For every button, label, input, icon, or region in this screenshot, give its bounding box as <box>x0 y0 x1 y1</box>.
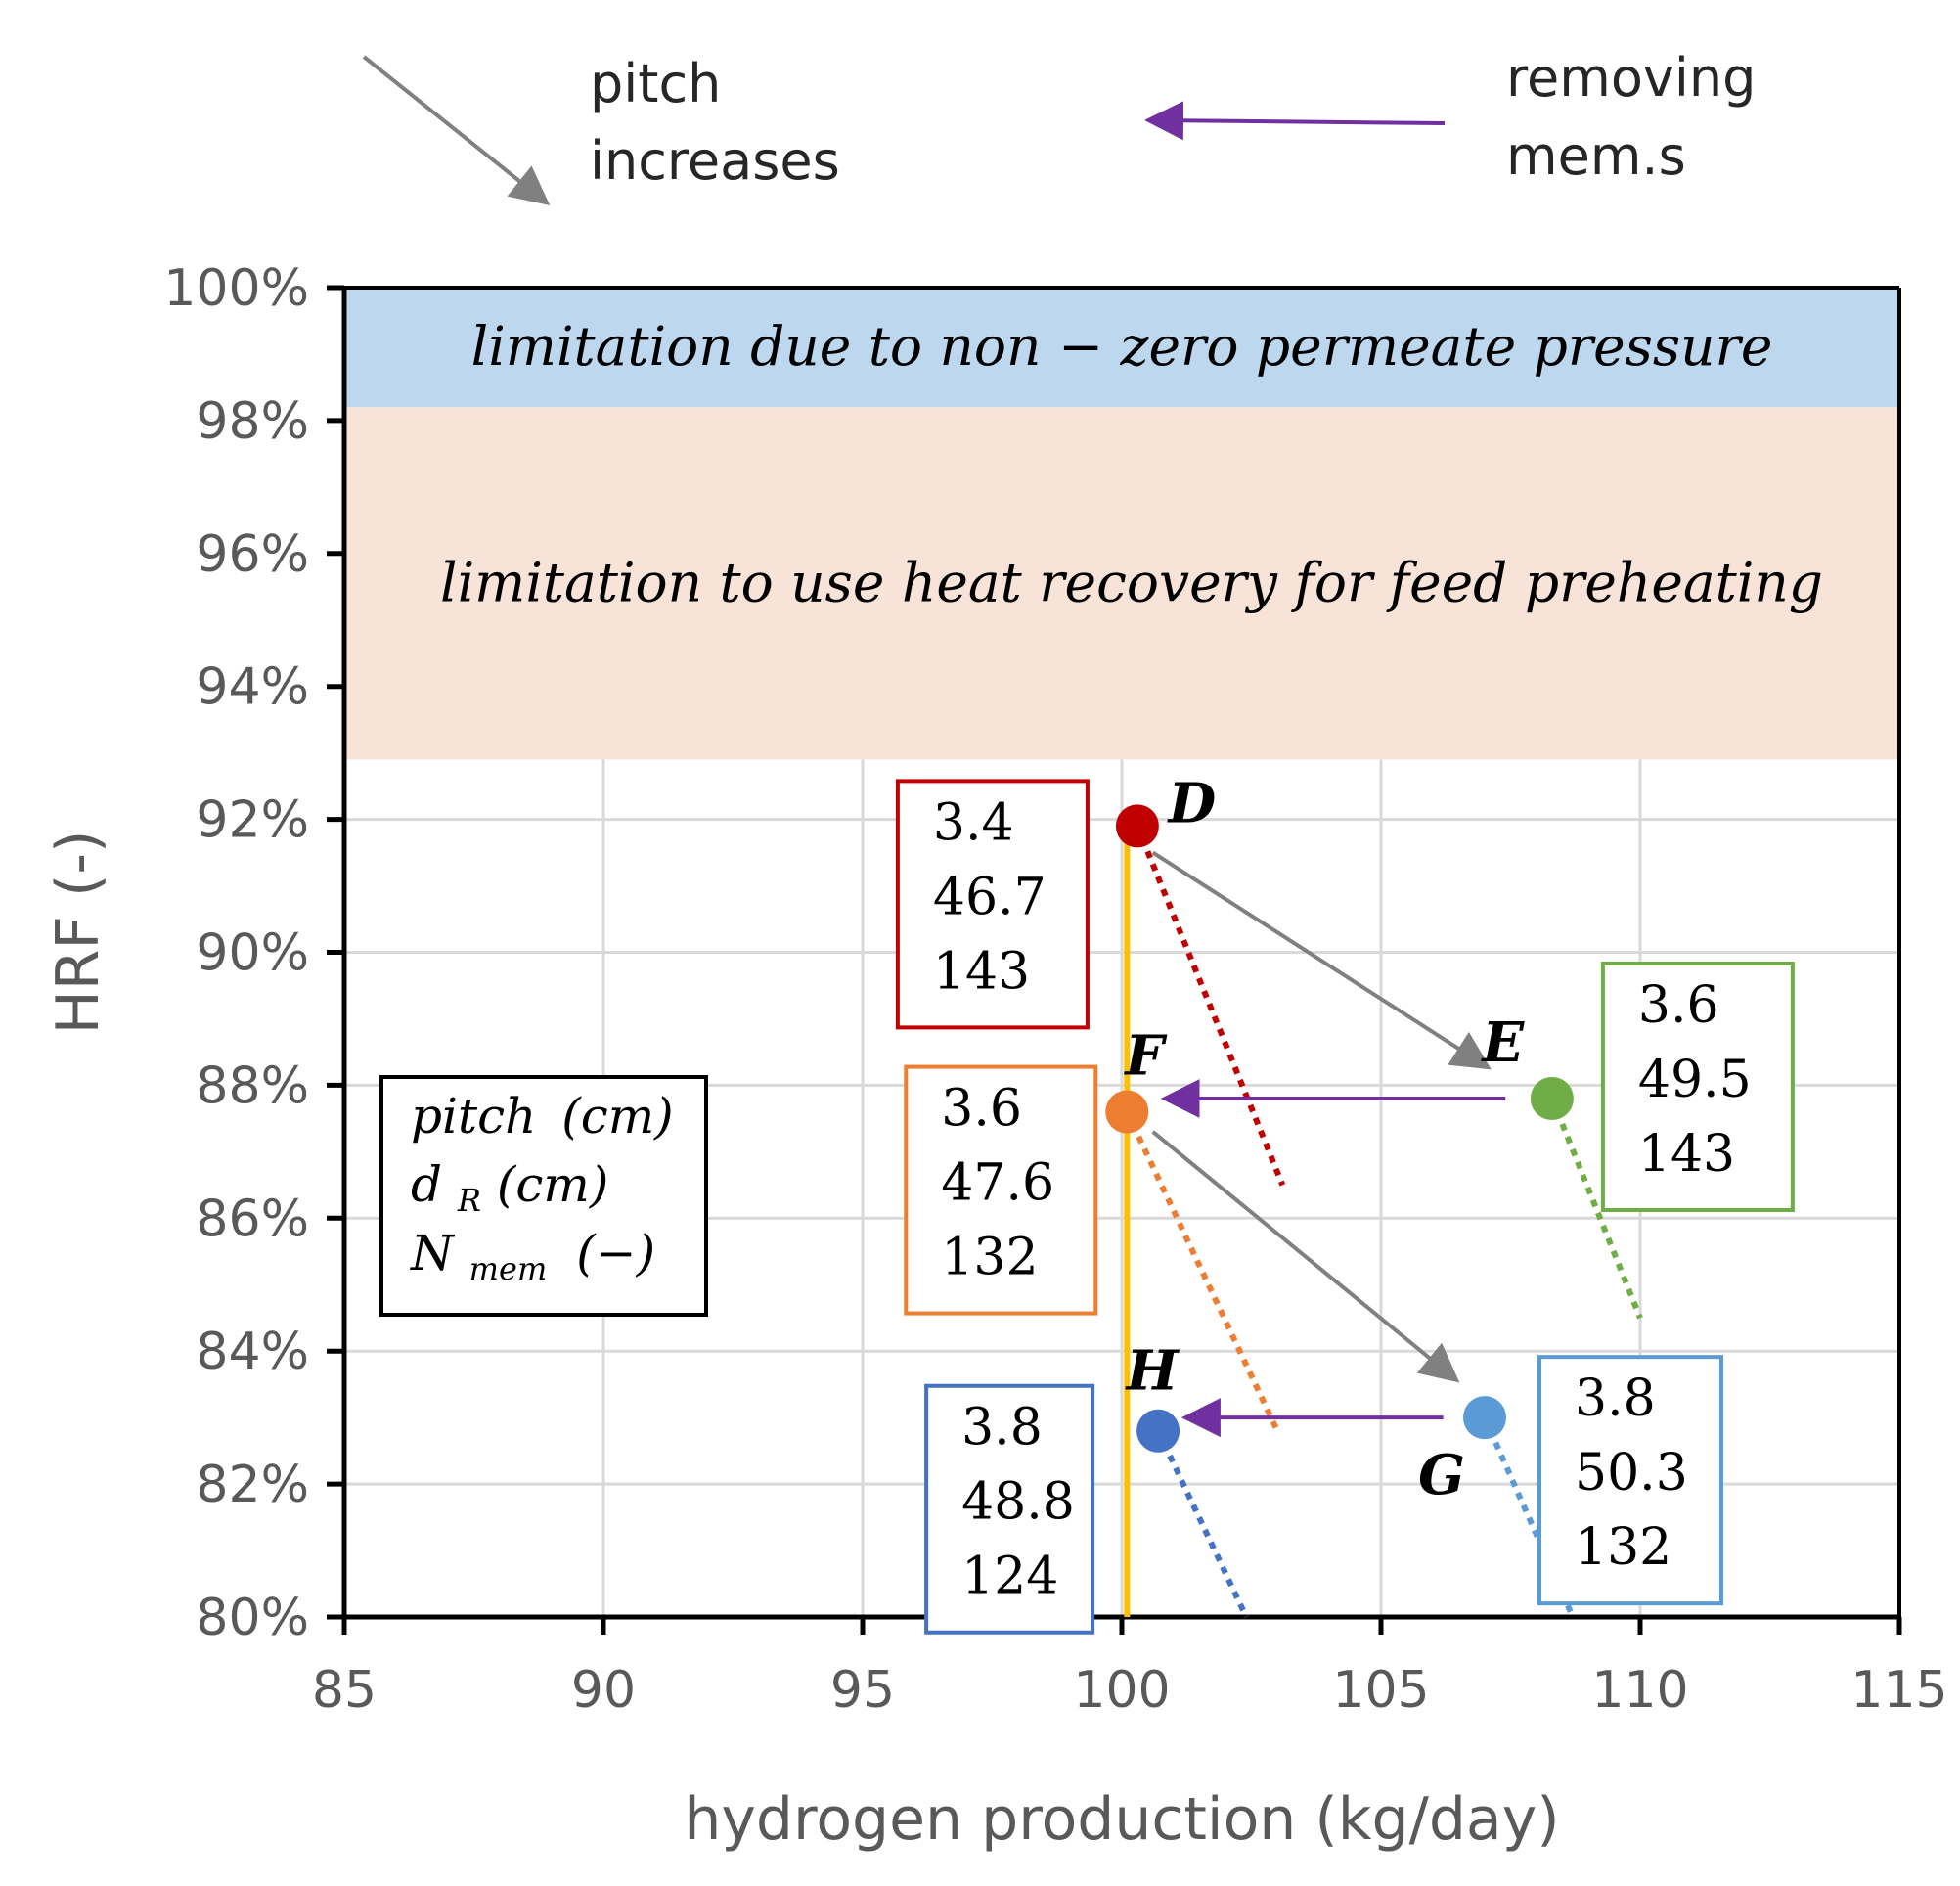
band-label-heat-recovery: limitation to use heat recovery for feed… <box>440 551 1823 613</box>
y-tick-label: 100% <box>163 259 309 318</box>
legend-dr-sub: R <box>457 1182 481 1219</box>
band-1 <box>344 407 1899 760</box>
point-label-G: G <box>1418 1443 1465 1507</box>
value-box-G-nmem: 132 <box>1575 1518 1671 1577</box>
legend-dr: d R (cm) <box>411 1156 608 1223</box>
point-label-H: H <box>1125 1339 1180 1404</box>
x-tick-label: 90 <box>571 1661 636 1720</box>
pitch-note-arrow <box>362 55 551 205</box>
value-box-D <box>895 779 1090 1030</box>
value-box-H-dr: 48.8 <box>961 1473 1075 1532</box>
band-0 <box>344 288 1899 408</box>
y-tick-label: 96% <box>196 525 309 584</box>
band-labels: limitation due to non − zero permeate pr… <box>440 315 1823 613</box>
removing-note-line2: mem.s <box>1506 125 1686 187</box>
legend-dr-label: d <box>411 1156 442 1213</box>
legend-nmem: N mem (−) <box>410 1225 655 1291</box>
pitch-note-line1: pitch <box>590 53 721 114</box>
value-box-D-dr: 46.7 <box>933 868 1047 926</box>
value-box-G-dr: 50.3 <box>1575 1444 1688 1503</box>
point-F <box>1105 1090 1149 1134</box>
tick-labels: 80% 82% 84% 86% 88% 90% 92% 94% 96% 98% 100% 85 90 95… <box>163 259 1947 1720</box>
value-box-E-nmem: 143 <box>1638 1125 1735 1184</box>
y-tick-label: 82% <box>196 1456 309 1514</box>
x-tick-label: 85 <box>312 1661 377 1720</box>
x-tick-label: 95 <box>830 1661 895 1720</box>
trend-line-F <box>1124 1110 1280 1433</box>
legend-nmem-label: N <box>410 1225 456 1281</box>
value-box-F <box>904 1064 1098 1316</box>
legend-dr-unit: (cm) <box>497 1156 608 1213</box>
band-label-permeate-pressure: limitation due to non − zero permeate pr… <box>471 315 1773 378</box>
legend-box <box>379 1075 708 1317</box>
x-tick-label: 100 <box>1073 1661 1170 1720</box>
y-tick-label: 94% <box>196 658 309 717</box>
point-H <box>1136 1409 1180 1453</box>
value-box-D-pitch: 3.4 <box>933 793 1014 852</box>
value-box-F-dr: 47.6 <box>941 1154 1054 1213</box>
variable-legend: pitch (cm) d R (cm) N mem (−) <box>379 1075 708 1317</box>
point-label-D: D <box>1167 771 1217 835</box>
point-E <box>1530 1076 1574 1120</box>
value-box-E <box>1600 961 1795 1212</box>
removing-note-arrow <box>1144 101 1446 141</box>
value-box-H <box>924 1383 1095 1635</box>
point-G <box>1463 1396 1506 1440</box>
removing-note-line1: removing <box>1506 47 1756 109</box>
y-tick-label: 88% <box>196 1056 309 1115</box>
value-box-G <box>1537 1355 1723 1606</box>
y-tick-label: 90% <box>196 924 309 983</box>
legend-nmem-unit: (−) <box>576 1225 655 1281</box>
y-tick-label: 92% <box>196 791 309 850</box>
pitch-arrow-0 <box>1151 850 1492 1070</box>
x-tick-label: 105 <box>1332 1661 1429 1720</box>
value-box-H-nmem: 124 <box>961 1548 1058 1606</box>
y-tick-label: 98% <box>196 392 309 451</box>
removing-mems-note: removing mem.s <box>1144 47 1756 187</box>
value-box-H-pitch: 3.8 <box>961 1399 1043 1458</box>
pitch-increases-note: pitch increases <box>362 53 840 205</box>
data-series: D 3.4 46.7 143 E 3.6 49.5 143 F 3.6 47.6 132 G 3.8 50.… <box>895 771 1795 1635</box>
y-axis-title: HRF (-) <box>44 831 112 1035</box>
y-tick-label: 84% <box>196 1323 309 1381</box>
value-box-F-pitch: 3.6 <box>941 1080 1022 1139</box>
legend-pitch: pitch (cm) <box>411 1088 674 1145</box>
x-axis-title: hydrogen production (kg/day) <box>684 1785 1559 1854</box>
limitation-bands <box>344 288 1899 760</box>
point-label-F: F <box>1123 1024 1168 1089</box>
point-label-E: E <box>1481 1010 1526 1075</box>
point-D <box>1115 804 1159 848</box>
value-box-E-dr: 49.5 <box>1638 1051 1752 1109</box>
y-tick-label: 86% <box>196 1190 309 1248</box>
trend-line-D <box>1135 825 1286 1187</box>
legend-nmem-sub: mem <box>469 1250 548 1287</box>
trend-line-E <box>1549 1097 1643 1320</box>
x-tick-label: 115 <box>1850 1661 1947 1720</box>
value-box-D-nmem: 143 <box>933 942 1030 1001</box>
legend-pitch-label: pitch <box>411 1088 536 1145</box>
trend-line-H <box>1155 1429 1249 1619</box>
pitch-note-line2: increases <box>590 130 840 192</box>
value-box-G-pitch: 3.8 <box>1575 1370 1656 1428</box>
y-tick-label: 80% <box>196 1589 309 1647</box>
legend-pitch-unit: (cm) <box>561 1088 673 1145</box>
value-box-E-pitch: 3.6 <box>1638 976 1719 1035</box>
value-box-F-nmem: 132 <box>941 1229 1038 1287</box>
x-tick-label: 110 <box>1591 1661 1688 1720</box>
pitch-arrow-1 <box>1151 1130 1460 1383</box>
